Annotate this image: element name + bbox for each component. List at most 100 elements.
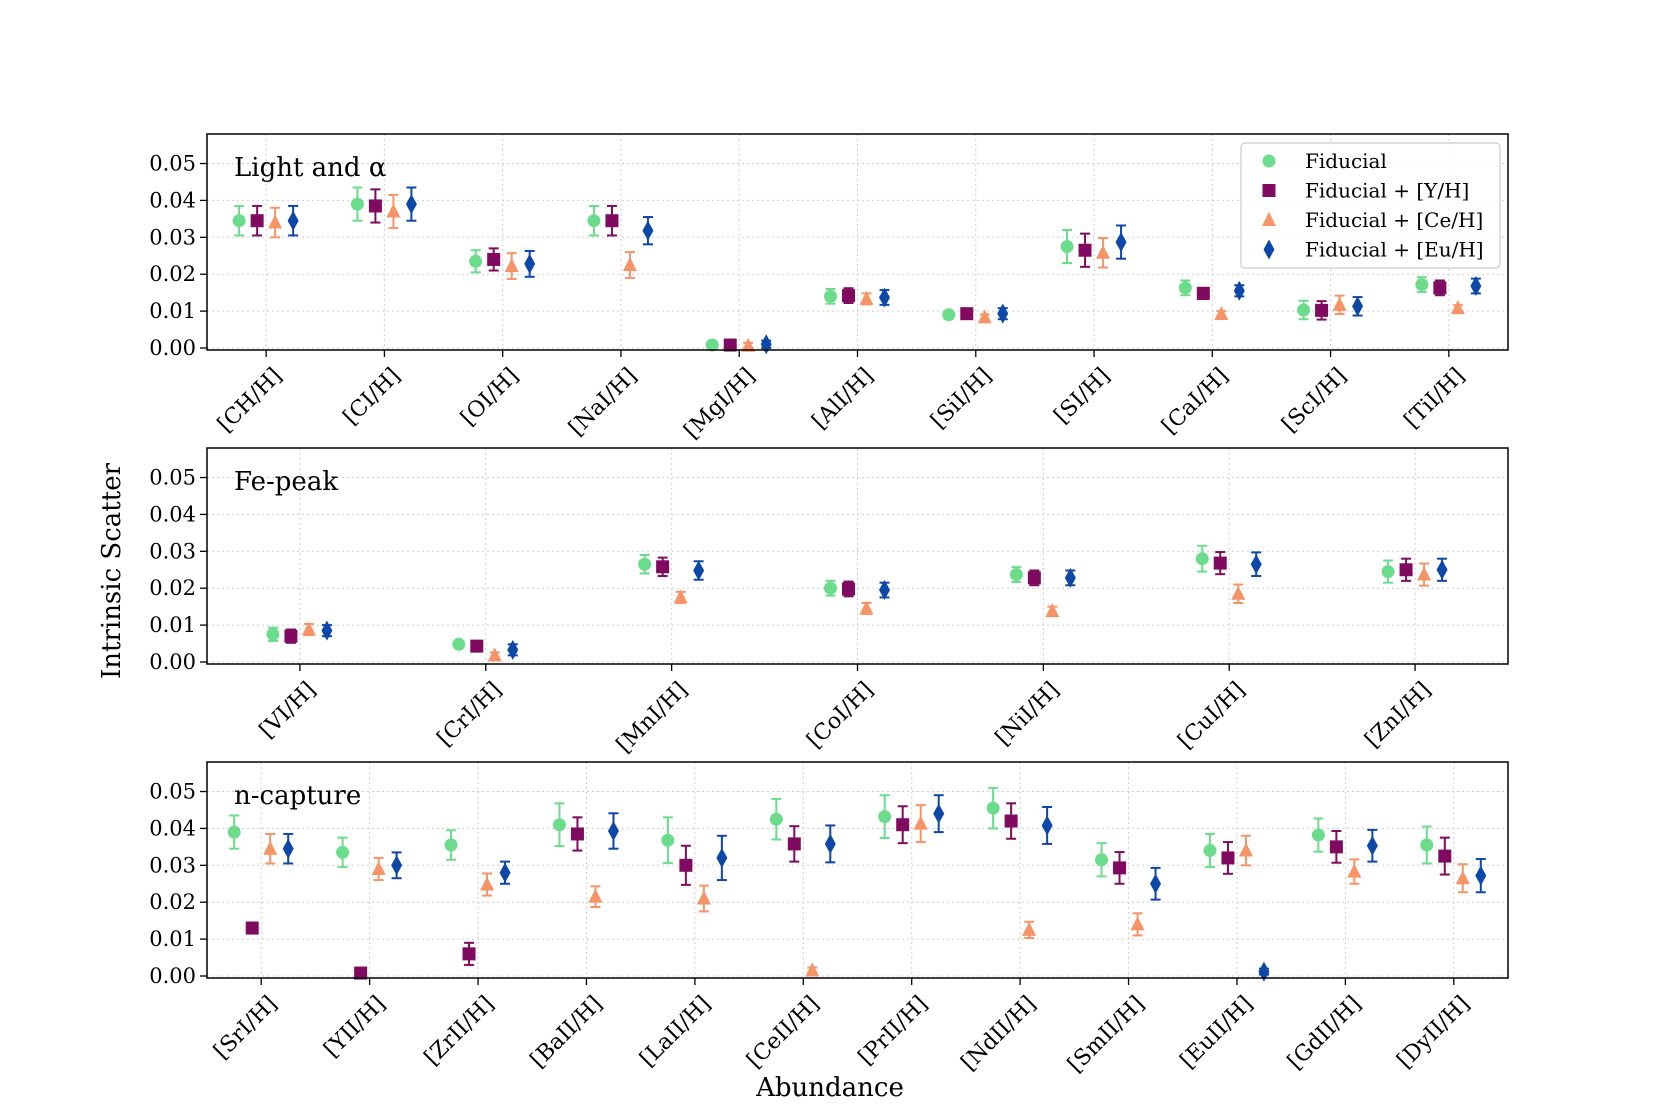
data-point	[1438, 849, 1452, 863]
data-point	[741, 337, 756, 352]
data-point	[354, 966, 368, 980]
panel-2: 0.00 0.01 0.02 0.03 0.04 0.05 [VI/H] [CrI/H] [Mn…	[149, 447, 1509, 758]
data-point	[469, 254, 483, 268]
data-point	[386, 203, 401, 218]
x-tick-label: [CH/H]	[213, 363, 287, 437]
x-tick-label: [VI/H]	[255, 677, 321, 743]
data-point	[705, 338, 719, 352]
data-point	[1214, 306, 1229, 321]
data-point	[232, 214, 246, 228]
data-point	[284, 629, 298, 643]
data-point	[805, 962, 820, 977]
data-point	[287, 210, 299, 231]
data-point	[642, 220, 654, 241]
data-point	[368, 199, 382, 213]
x-tick-label: [ScI/H]	[1277, 363, 1351, 437]
data-point	[1399, 563, 1413, 577]
legend-label: Fiducial	[1305, 149, 1387, 173]
series-2-panel-2	[284, 551, 1413, 653]
series-2-panel-1	[250, 188, 1447, 352]
data-point	[1115, 232, 1127, 253]
data-point	[1009, 568, 1023, 582]
data-point	[693, 560, 705, 581]
legend-marker	[1262, 154, 1276, 168]
y-tick-label: 0.03	[149, 853, 196, 877]
x-tick-label: [CrI/H]	[433, 677, 507, 751]
series-3-panel-3	[263, 804, 1470, 977]
data-point	[1332, 296, 1347, 311]
data-point	[1250, 554, 1262, 575]
plot-area	[207, 762, 1508, 978]
x-tick-label: [SrI/H]	[209, 991, 282, 1064]
data-point	[1475, 865, 1487, 886]
data-point	[1064, 567, 1076, 588]
data-point	[933, 803, 945, 824]
data-point	[552, 818, 566, 832]
series-1-panel-3	[227, 786, 1434, 878]
data-point	[1417, 566, 1432, 581]
data-point	[696, 890, 711, 905]
y-tick-label: 0.04	[149, 188, 196, 212]
data-point	[444, 838, 458, 852]
panels-layer: 0.00 0.01 0.02 0.03 0.04 0.05 [CH/H] [CI/H] [OI/…	[149, 133, 1509, 1078]
data-point	[1045, 603, 1060, 618]
data-point	[587, 214, 601, 228]
data-point	[336, 845, 350, 859]
data-point	[656, 560, 670, 574]
y-tick-label: 0.01	[149, 299, 196, 323]
legend-label: Fiducial + [Ce/H]	[1305, 208, 1483, 232]
data-point	[879, 580, 890, 601]
x-tick-label: [LaII/H]	[635, 991, 716, 1072]
x-tick-label: [YII/H]	[319, 991, 390, 1062]
data-point	[1095, 853, 1109, 867]
x-tick-label: [MgI/H]	[680, 363, 761, 444]
data-point	[673, 589, 688, 604]
data-point	[605, 214, 619, 228]
data-point	[1415, 278, 1429, 292]
data-point	[607, 820, 619, 841]
panel-3: 0.00 0.01 0.02 0.03 0.04 0.05 [SrI/H] [YII/H] [Z…	[149, 761, 1509, 1078]
legend-marker	[1262, 184, 1276, 197]
data-point	[470, 639, 484, 653]
panel-title: n-capture	[234, 781, 361, 811]
x-tick-label: [ZrII/H]	[420, 991, 499, 1070]
data-point	[301, 621, 316, 636]
data-point	[350, 197, 364, 211]
data-point	[1004, 814, 1018, 828]
data-point	[1258, 961, 1270, 982]
data-point	[507, 639, 519, 660]
data-point	[1027, 571, 1041, 585]
data-point	[787, 837, 801, 851]
data-point	[462, 947, 476, 961]
data-point	[1436, 559, 1448, 580]
data-point	[405, 194, 417, 215]
data-point	[1455, 870, 1470, 885]
data-point	[977, 309, 992, 324]
y-tick-label: 0.01	[149, 613, 196, 637]
x-tick-label: [NaI/H]	[564, 363, 642, 441]
y-tick-label: 0.00	[149, 336, 196, 360]
data-point	[1433, 281, 1447, 295]
panel-title: Light and α	[234, 153, 386, 183]
data-point	[1041, 815, 1053, 836]
legend-label: Fiducial + [Y/H]	[1305, 179, 1469, 203]
series-1-panel-1	[232, 186, 1429, 352]
plot-frame	[206, 761, 1509, 979]
y-tick-label: 0.05	[149, 780, 196, 804]
data-point	[1022, 921, 1037, 936]
data-point	[716, 847, 728, 868]
data-point	[282, 838, 294, 859]
y-tick-label: 0.03	[149, 539, 196, 563]
x-tick-label: [OI/H]	[456, 363, 524, 431]
data-point	[878, 810, 892, 824]
data-point	[859, 600, 874, 615]
data-point	[997, 303, 1009, 324]
data-point	[227, 825, 241, 839]
data-point	[480, 876, 495, 891]
series-1-panel-2	[266, 544, 1395, 651]
legend-marker	[1263, 239, 1275, 260]
series-4-panel-3	[282, 794, 1487, 982]
y-tick-label: 0.00	[149, 964, 196, 988]
panel-title: Fe-peak	[234, 467, 338, 497]
data-point	[1347, 863, 1362, 878]
